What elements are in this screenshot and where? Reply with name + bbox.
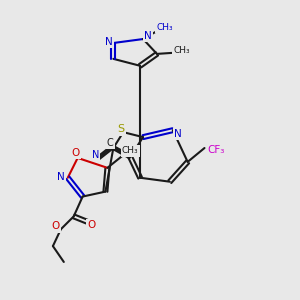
Text: C: C [107, 138, 114, 148]
Text: N: N [174, 129, 182, 139]
Text: N: N [144, 31, 152, 41]
Text: O: O [87, 220, 96, 230]
Text: O: O [72, 148, 80, 158]
Text: S: S [118, 124, 125, 134]
Text: CF₃: CF₃ [208, 145, 225, 155]
Text: CH₃: CH₃ [157, 22, 173, 32]
Text: N: N [104, 37, 112, 47]
Text: CH₃: CH₃ [122, 146, 139, 155]
Text: N: N [57, 172, 65, 182]
Text: CH₃: CH₃ [173, 46, 190, 56]
Text: O: O [52, 221, 60, 231]
Text: N: N [92, 150, 99, 160]
